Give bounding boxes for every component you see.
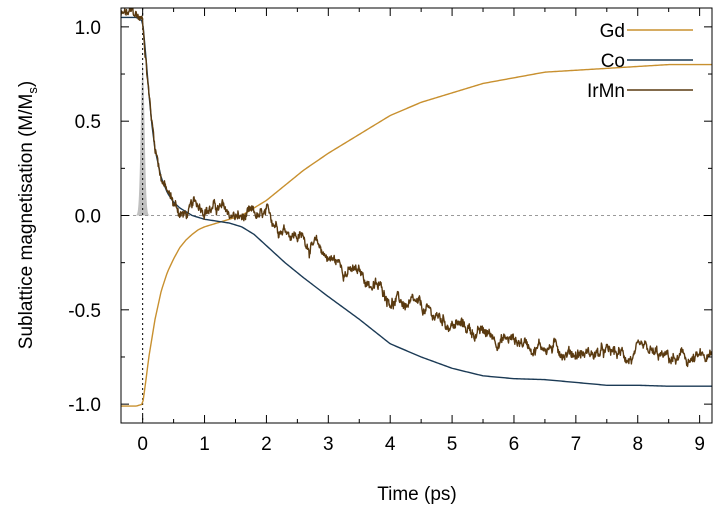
legend-label-irmn: IrMn [587, 81, 625, 102]
y-tick-label: 0.0 [75, 207, 101, 228]
x-tick-label: 6 [509, 434, 520, 455]
y-axis-title: Sublattice magnetisation (M/Ms) [16, 81, 40, 349]
y-axis-title-subscript: s [25, 87, 40, 94]
x-tick-label: 4 [385, 434, 396, 455]
x-tick-label: 8 [632, 434, 643, 455]
series-line-co [121, 16, 712, 387]
y-axis-title-main: Sublattice magnetisation (M/M [16, 94, 37, 350]
y-axis-title-close: ) [16, 81, 37, 87]
laser-pulse-layer [135, 64, 151, 216]
laser-pulse [135, 64, 151, 216]
y-tick-label: 1.0 [75, 18, 101, 39]
x-tick-label: 3 [323, 434, 334, 455]
series-layer [121, 8, 712, 407]
series-line-irmn [121, 8, 712, 368]
legend-label-co: Co [601, 51, 625, 72]
x-tick-label: 1 [199, 434, 210, 455]
y-tick-label: -1.0 [68, 395, 101, 416]
x-tick-label: 0 [137, 434, 148, 455]
legend: Gd Co IrMn [587, 21, 693, 102]
ticks: 0 1 2 3 4 5 6 7 8 9 -1.0 -0.5 0.0 0.5 1.0 [68, 8, 712, 455]
y-tick-label: -0.5 [68, 301, 101, 322]
x-tick-label: 2 [261, 434, 272, 455]
legend-label-gd: Gd [600, 21, 625, 42]
y-tick-label: 0.5 [75, 112, 101, 133]
x-tick-label: 5 [447, 434, 458, 455]
x-axis-title: Time (ps) [377, 484, 457, 505]
x-tick-label: 9 [694, 434, 705, 455]
x-tick-label: 7 [571, 434, 582, 455]
reference-lines [121, 8, 712, 423]
